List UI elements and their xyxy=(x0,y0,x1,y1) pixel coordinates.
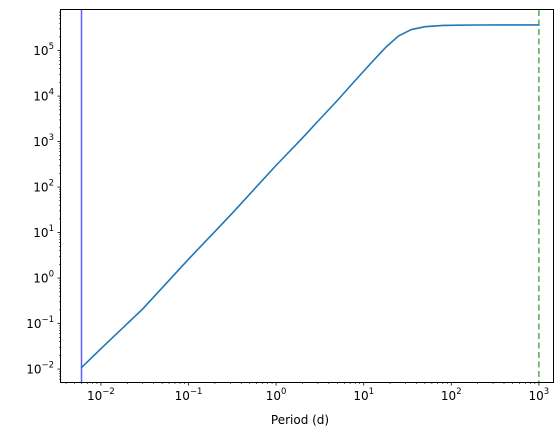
series-line xyxy=(80,24,540,369)
y-tick-label: 10−1 xyxy=(26,315,54,331)
y-tick-label: 105 xyxy=(33,42,54,58)
x-tick-label-base: 10 xyxy=(175,389,190,403)
y-tick-label-exponent: 3 xyxy=(49,133,54,143)
x-tick-label-base: 10 xyxy=(266,389,281,403)
x-tick-label: 103 xyxy=(529,387,550,403)
y-tick-label-exponent: 2 xyxy=(49,179,54,189)
x-tick-label-base: 10 xyxy=(441,389,456,403)
x-tick-label-exponent: −2 xyxy=(102,387,115,397)
y-tick-label-exponent: −1 xyxy=(41,315,54,325)
y-tick-label-base: 10 xyxy=(26,317,41,331)
x-tick-labels: 10−2 10−1 100 101 102 103 xyxy=(87,387,549,403)
x-tick-label: 10−2 xyxy=(87,387,115,403)
y-tick-label-exponent: 0 xyxy=(49,270,54,280)
plot-area xyxy=(80,10,540,382)
x-tick-label: 10−1 xyxy=(175,387,203,403)
y-tick-label-base: 10 xyxy=(33,226,48,240)
y-tick-label: 101 xyxy=(33,224,54,240)
x-tick-label-exponent: 1 xyxy=(369,387,374,397)
plot-frame xyxy=(60,9,554,383)
y-tick-label-base: 10 xyxy=(26,363,41,377)
y-tick-label: 104 xyxy=(33,88,54,104)
y-tick-label-exponent: 4 xyxy=(49,88,54,98)
x-axis-label: Period (d) xyxy=(271,413,329,427)
y-tick-label-base: 10 xyxy=(33,135,48,149)
x-tick-label-base: 10 xyxy=(529,389,544,403)
x-tick-label: 102 xyxy=(441,387,462,403)
x-tick-label-base: 10 xyxy=(353,389,368,403)
y-tick-label: 103 xyxy=(33,133,54,149)
x-tick-label-exponent: 0 xyxy=(281,387,286,397)
y-tick-label-exponent: −2 xyxy=(41,361,54,371)
x-tick-label: 101 xyxy=(353,387,374,403)
y-tick-label-base: 10 xyxy=(33,90,48,104)
y-tick-label-base: 10 xyxy=(33,181,48,195)
plot-clip-group xyxy=(80,10,540,382)
x-tick-label-base: 10 xyxy=(87,389,102,403)
y-tick-label: 102 xyxy=(33,179,54,195)
y-tick-label-base: 10 xyxy=(33,272,48,286)
y-tick-label: 100 xyxy=(33,270,54,286)
y-tick-label-exponent: 5 xyxy=(49,42,54,52)
y-tick-label: 10−2 xyxy=(26,361,54,377)
x-tick-label: 100 xyxy=(266,387,287,403)
x-tick-label-exponent: 3 xyxy=(544,387,549,397)
x-tick-label-exponent: 2 xyxy=(456,387,461,397)
x-tick-label-exponent: −1 xyxy=(190,387,203,397)
y-tick-label-base: 10 xyxy=(33,44,48,58)
y-tick-label-exponent: 1 xyxy=(49,224,54,234)
